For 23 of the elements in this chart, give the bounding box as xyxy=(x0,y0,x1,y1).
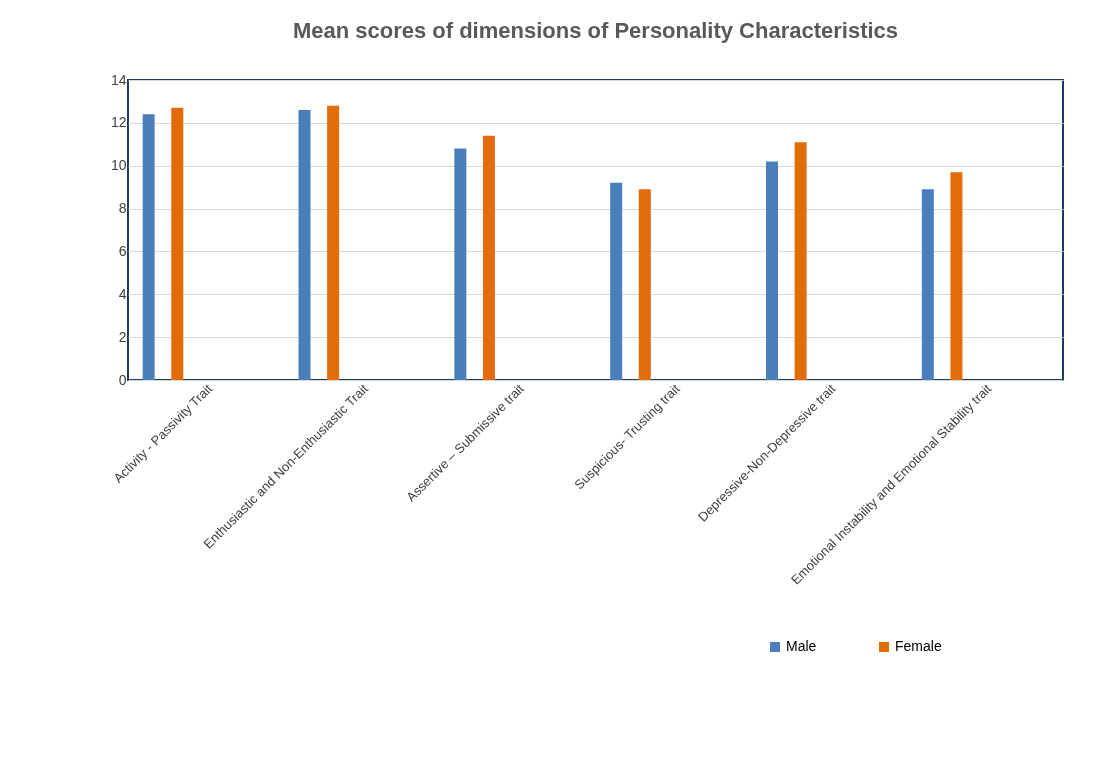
bar xyxy=(766,161,779,380)
y-tick-label: 12 xyxy=(110,114,127,131)
bar xyxy=(610,182,623,380)
bar xyxy=(638,189,651,380)
bar xyxy=(950,172,963,380)
y-tick-label: 8 xyxy=(118,200,127,217)
bar xyxy=(482,135,495,380)
bar xyxy=(921,189,934,380)
bar xyxy=(298,110,311,380)
bar xyxy=(142,114,155,380)
bar xyxy=(794,142,807,380)
y-tick-label: 0 xyxy=(118,371,127,388)
chart-title: Mean scores of dimensions of Personality Characteristics xyxy=(292,18,899,43)
legend-label: Male xyxy=(786,638,817,654)
y-tick-label: 2 xyxy=(118,328,127,345)
y-tick-label: 6 xyxy=(118,242,127,259)
y-tick-label: 4 xyxy=(118,285,127,302)
bar xyxy=(454,148,467,380)
y-tick-label: 14 xyxy=(110,71,127,88)
legend-label: Female xyxy=(895,638,942,654)
bar xyxy=(171,107,184,380)
bar xyxy=(327,105,340,380)
y-tick-label: 10 xyxy=(110,157,127,174)
